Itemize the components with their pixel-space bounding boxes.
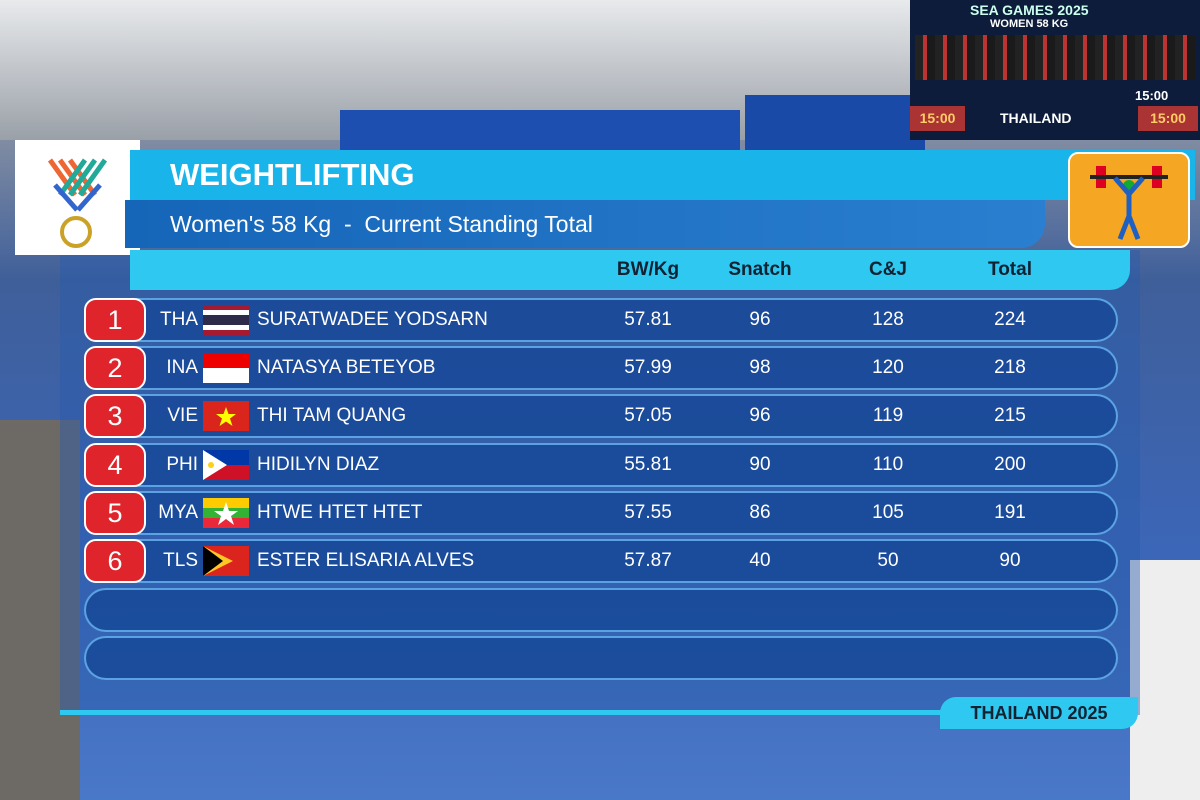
flag	[203, 546, 249, 576]
footer-line	[60, 710, 950, 715]
sport-icon	[1068, 152, 1190, 248]
flag-art	[203, 305, 249, 335]
column-label: Snatch	[728, 259, 792, 280]
score-total: 191	[994, 501, 1026, 523]
score-total: 90	[999, 550, 1021, 571]
rank-badge: 5	[84, 490, 146, 535]
floor	[0, 420, 80, 800]
logo-art	[47, 158, 108, 248]
standing-row	[84, 539, 1118, 583]
flag	[203, 305, 249, 335]
empty-row	[84, 588, 1118, 632]
country-code: PHI	[166, 453, 198, 475]
score-snatch: 40	[749, 550, 771, 571]
flag-art	[203, 353, 249, 384]
icon-art	[1090, 166, 1168, 240]
rank-badge: 6	[84, 539, 146, 583]
banner	[745, 95, 925, 155]
score-bw: 57.87	[624, 550, 672, 571]
athlete-name: HTWE HTET HTET	[257, 501, 423, 523]
rank-badge: 1	[84, 298, 146, 342]
score-bw: 57.05	[624, 405, 672, 427]
score-bw: 55.81	[624, 453, 672, 475]
column-label: BW/Kg	[616, 259, 680, 280]
country-code: MYA	[158, 501, 198, 523]
rank-badge: 3	[84, 394, 146, 439]
scoreboard-grid	[915, 35, 1195, 80]
score-snatch: 96	[749, 309, 771, 330]
flag	[203, 449, 249, 480]
flag-art	[203, 401, 249, 432]
rank-badge: 4	[84, 442, 146, 487]
score-snatch: 96	[749, 405, 771, 427]
country-code: VIE	[167, 405, 198, 427]
scoreboard-brand: THAILAND	[1000, 110, 1072, 126]
country-code: TLS	[163, 550, 198, 571]
banner	[340, 110, 740, 150]
scoreboard-clock: 15:00	[1135, 88, 1169, 103]
country-code: INA	[166, 357, 198, 379]
athlete-name: ESTER ELISARIA ALVES	[257, 550, 475, 571]
column-label: Total	[988, 259, 1032, 280]
scoreboard-clock: 15:00	[1138, 106, 1198, 131]
score-bw: 57.99	[624, 357, 672, 379]
athlete-name: THI TAM QUANG	[257, 405, 407, 427]
score-total: 218	[994, 357, 1026, 379]
score-total: 200	[994, 453, 1026, 475]
subtitle-bar	[125, 200, 1045, 248]
athlete-name: HIDILYN DIAZ	[257, 453, 380, 475]
score-cj: 110	[872, 453, 904, 475]
empty-row	[84, 636, 1118, 680]
flag-art	[203, 546, 249, 576]
score-total: 215	[994, 405, 1026, 427]
athlete-name: SURATWADEE YODSARN	[257, 309, 488, 330]
flag	[203, 497, 249, 528]
score-cj: 119	[872, 405, 904, 427]
flag-art	[203, 497, 249, 528]
flag	[203, 353, 249, 384]
games-logo	[15, 140, 140, 255]
score-cj: 128	[872, 309, 904, 330]
scoreboard-event: SEA GAMES 2025	[970, 2, 1089, 18]
score-cj: 50	[877, 550, 899, 571]
score-cj: 120	[872, 357, 904, 379]
score-bw: 57.55	[624, 501, 672, 523]
country-code: THA	[160, 309, 198, 330]
title: WEIGHTLIFTING	[170, 157, 415, 192]
scoreboard-category: WOMEN 58 KG	[990, 18, 1069, 30]
table	[1130, 560, 1200, 800]
standing-row	[84, 442, 1118, 487]
standing-row	[84, 298, 1118, 342]
flag-art	[203, 449, 249, 480]
title-bar	[130, 150, 1195, 200]
scoreboard-clock: 15:00	[910, 106, 965, 131]
score-cj: 105	[872, 501, 904, 523]
standing-row	[84, 490, 1118, 535]
rank-badge: 2	[84, 346, 146, 391]
flag	[203, 401, 249, 432]
score-total: 224	[994, 309, 1026, 330]
column-header	[130, 250, 1130, 290]
subtitle: Women's 58 Kg - Current Standing Total	[170, 211, 593, 237]
score-snatch: 86	[749, 501, 771, 523]
footer: THAILAND 2025	[940, 697, 1138, 729]
score-snatch: 98	[749, 357, 771, 379]
scoreboard: SEA GAMES 2025 WOMEN 58 KG 15:00 15:00 T…	[910, 0, 1200, 140]
score-bw: 57.81	[624, 309, 672, 330]
standing-row	[84, 346, 1118, 391]
score-snatch: 90	[749, 453, 771, 475]
athlete-name: NATASYA BETEYOB	[257, 357, 436, 379]
column-label: C&J	[868, 259, 907, 280]
